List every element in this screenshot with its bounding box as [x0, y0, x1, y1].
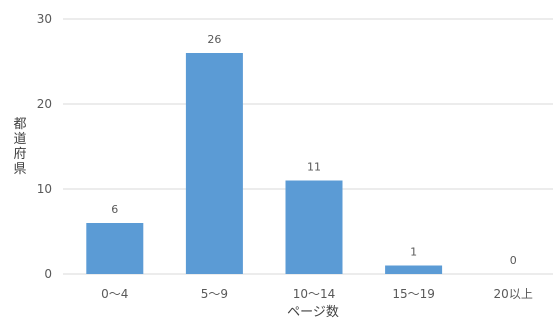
- data-label: 11: [307, 161, 321, 174]
- y-axis-ticks: 0 10 20 30: [37, 12, 52, 281]
- bar: [185, 53, 243, 274]
- data-label: 1: [410, 246, 417, 259]
- x-axis-ticks: 0〜4 5〜9 10〜14 15〜19 20以上: [101, 287, 533, 301]
- data-label: 6: [111, 203, 118, 216]
- x-tick-label: 10〜14: [293, 287, 336, 301]
- x-axis-title: ページ数: [287, 305, 339, 320]
- bar: [285, 180, 343, 274]
- x-tick-label: 20以上: [494, 287, 533, 301]
- y-axis-title: 都道府県: [13, 117, 26, 177]
- bar: [86, 223, 144, 274]
- x-tick-label: 5〜9: [201, 287, 228, 301]
- y-tick-label: 0: [44, 267, 52, 281]
- data-label: 26: [207, 33, 221, 46]
- y-tick-label: 20: [37, 97, 52, 111]
- y-tick-label: 10: [37, 182, 52, 196]
- y-tick-label: 30: [37, 12, 52, 26]
- data-label: 0: [510, 254, 517, 267]
- x-tick-label: 15〜19: [392, 287, 435, 301]
- x-tick-label: 0〜4: [101, 287, 128, 301]
- bar: [385, 265, 443, 274]
- bars: [86, 53, 443, 274]
